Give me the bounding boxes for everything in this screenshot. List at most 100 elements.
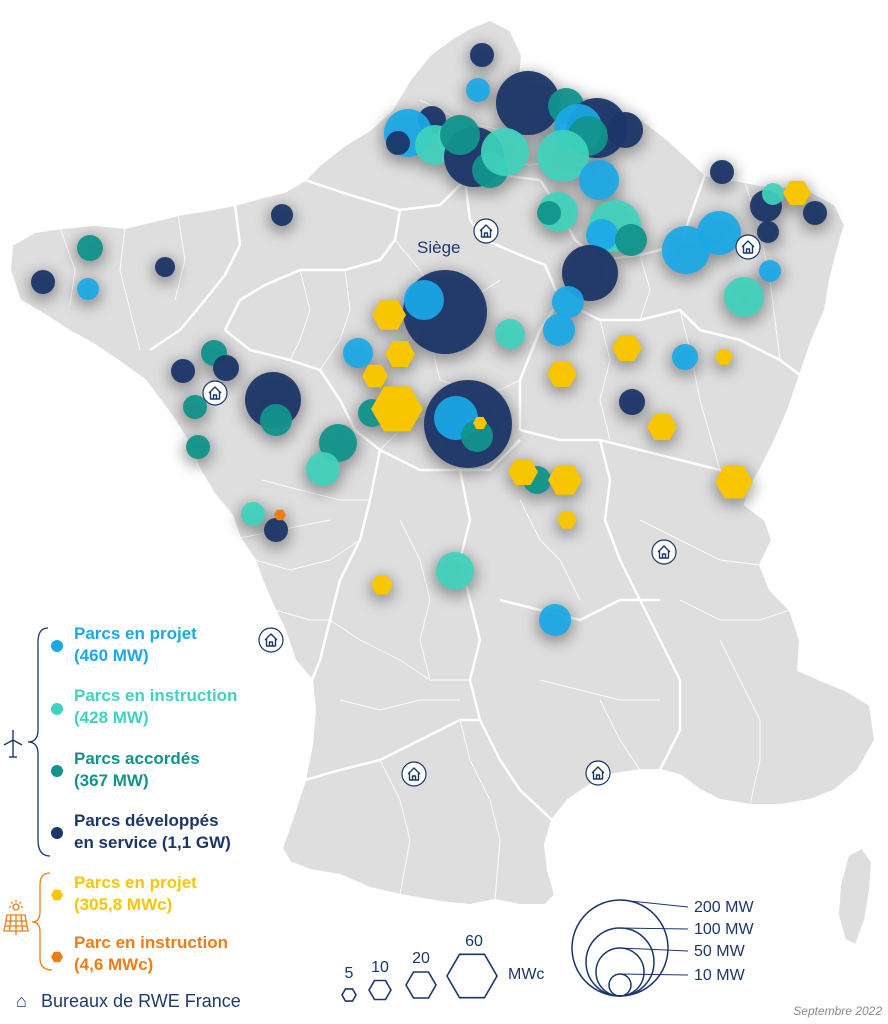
wind-park-accorde (319, 424, 357, 462)
circle-size-label: 200 MW (694, 899, 754, 916)
solar-park-projet (371, 575, 393, 595)
circle-size-leader (619, 927, 689, 930)
circle-size-leader (619, 899, 689, 908)
wind-park-service (271, 204, 293, 226)
circle-size-marker (585, 927, 655, 997)
wind-park-instruction (762, 183, 784, 205)
office-house-icon (651, 539, 677, 565)
wind-park-projet (579, 160, 619, 200)
circle-size-label: 50 MW (694, 943, 746, 960)
wind-park-accorde (537, 201, 561, 225)
solar-park-projet (783, 180, 811, 206)
wind-park-projet (662, 226, 710, 274)
hex-size-marker (446, 953, 498, 999)
solar-park-projet (547, 361, 577, 387)
wind-park-service (710, 160, 734, 184)
legend-solar-instruction-value: (4,6 MWc) (74, 955, 154, 974)
solar-park-projet (548, 465, 582, 495)
office-house-icon (735, 234, 761, 260)
legend-wind-accordes: Parcs accordés (367 MW) (74, 748, 200, 792)
wind-park-service (803, 201, 827, 225)
wind-park-projet (77, 278, 99, 300)
office-house-icon (585, 760, 611, 786)
wind-park-service (757, 221, 779, 243)
hex-size-label: 60 (465, 933, 483, 950)
wind-park-accorde (440, 115, 480, 155)
wind-park-accorde (183, 395, 207, 419)
wind-park-service (31, 270, 55, 294)
wind-park-projet (759, 260, 781, 282)
legend-offices-label: Bureaux de RWE France (41, 991, 241, 1011)
solar-park-projet (371, 386, 423, 432)
circle-size-leader (619, 973, 689, 976)
wind-park-service (155, 257, 175, 277)
wind-park-instruction (495, 319, 525, 349)
hex-size-marker (368, 979, 392, 1001)
office-house-icon (202, 380, 228, 406)
hex-size-label: 5 (345, 965, 354, 982)
circle-size-marker (595, 947, 645, 997)
legend-wind-accordes-value: (367 MW) (74, 771, 149, 790)
wind-park-service (171, 359, 195, 383)
solar-panel-icon (3, 900, 29, 935)
legend-wind-projet-label: Parcs en projet (74, 624, 197, 643)
legend-wind-instruction-label: Parcs en instruction (74, 686, 238, 705)
corsica (836, 846, 874, 947)
wind-park-service (496, 71, 560, 135)
circle-size-marker (608, 973, 632, 997)
legend-solar-projet-label: Parcs en projet (74, 873, 197, 892)
wind-park-projet (543, 314, 575, 346)
legend-wind-service-value: en service (1,1 GW) (74, 833, 231, 852)
legend-wind-instruction-value: (428 MW) (74, 708, 149, 727)
solar-park-projet (647, 414, 677, 440)
wind-park-service (264, 518, 288, 542)
solar-park-projet (715, 465, 753, 499)
wind-park-accorde (77, 235, 103, 261)
legend-solar-projet-value: (305,8 MWc) (74, 895, 173, 914)
office-house-icon (258, 627, 284, 653)
wind-park-service (386, 131, 410, 155)
circle-size-legend: 200 MW 100 MW 50 MW 10 MW (571, 899, 754, 997)
solar-legend-bracket (31, 872, 53, 971)
circle-size-leader (619, 947, 689, 952)
hex-size-marker (341, 988, 357, 1002)
legend-wind-instruction: Parcs en instruction (428 MW) (74, 685, 237, 729)
wind-park-instruction (537, 130, 589, 182)
legend-wind-projet-value: (460 MW) (74, 646, 149, 665)
legend-offices: ⌂ Bureaux de RWE France (16, 991, 241, 1012)
wind-park-instruction (306, 452, 340, 486)
house-icon: ⌂ (16, 991, 27, 1011)
wind-park-projet (466, 78, 490, 102)
wind-park-service (607, 112, 643, 148)
wind-park-instruction (481, 128, 529, 176)
legend-wind-service: Parcs développés en service (1,1 GW) (74, 810, 231, 854)
wind-park-projet (586, 219, 618, 251)
legend-wind-service-label: Parcs développés (74, 811, 219, 830)
legend-solar-instruction: Parc en instruction (4,6 MWc) (74, 932, 228, 976)
office-house-icon (401, 761, 427, 787)
legend-wind-projet: Parcs en projet (460 MW) (74, 623, 197, 667)
wind-park-service (213, 355, 239, 381)
solar-park-projet (473, 416, 487, 430)
wind-park-instruction (436, 552, 474, 590)
wind-park-accorde (260, 404, 292, 436)
circle-size-label: 100 MW (694, 921, 754, 938)
solar-park-projet (385, 341, 415, 367)
legend-solar-projet: Parcs en projet (305,8 MWc) (74, 872, 197, 916)
hexagon-size-legend: 5 10 20 60 (341, 933, 498, 1002)
office-markers (202, 218, 761, 787)
solar-park-projet (557, 511, 577, 529)
solar-park-instruction (274, 509, 286, 521)
wind-park-instruction (724, 277, 764, 317)
solar-park-projet (508, 459, 538, 485)
wind-park-projet (552, 286, 584, 318)
wind-park-projet (539, 604, 571, 636)
hex-size-marker (405, 971, 437, 999)
wind-park-projet (404, 280, 444, 320)
wind-park-instruction (241, 502, 265, 526)
hex-unit-label: MWc (508, 966, 544, 983)
solar-park-projet (362, 364, 388, 388)
date-note: Septembre 2022 (793, 1004, 882, 1018)
park-markers (31, 43, 827, 636)
